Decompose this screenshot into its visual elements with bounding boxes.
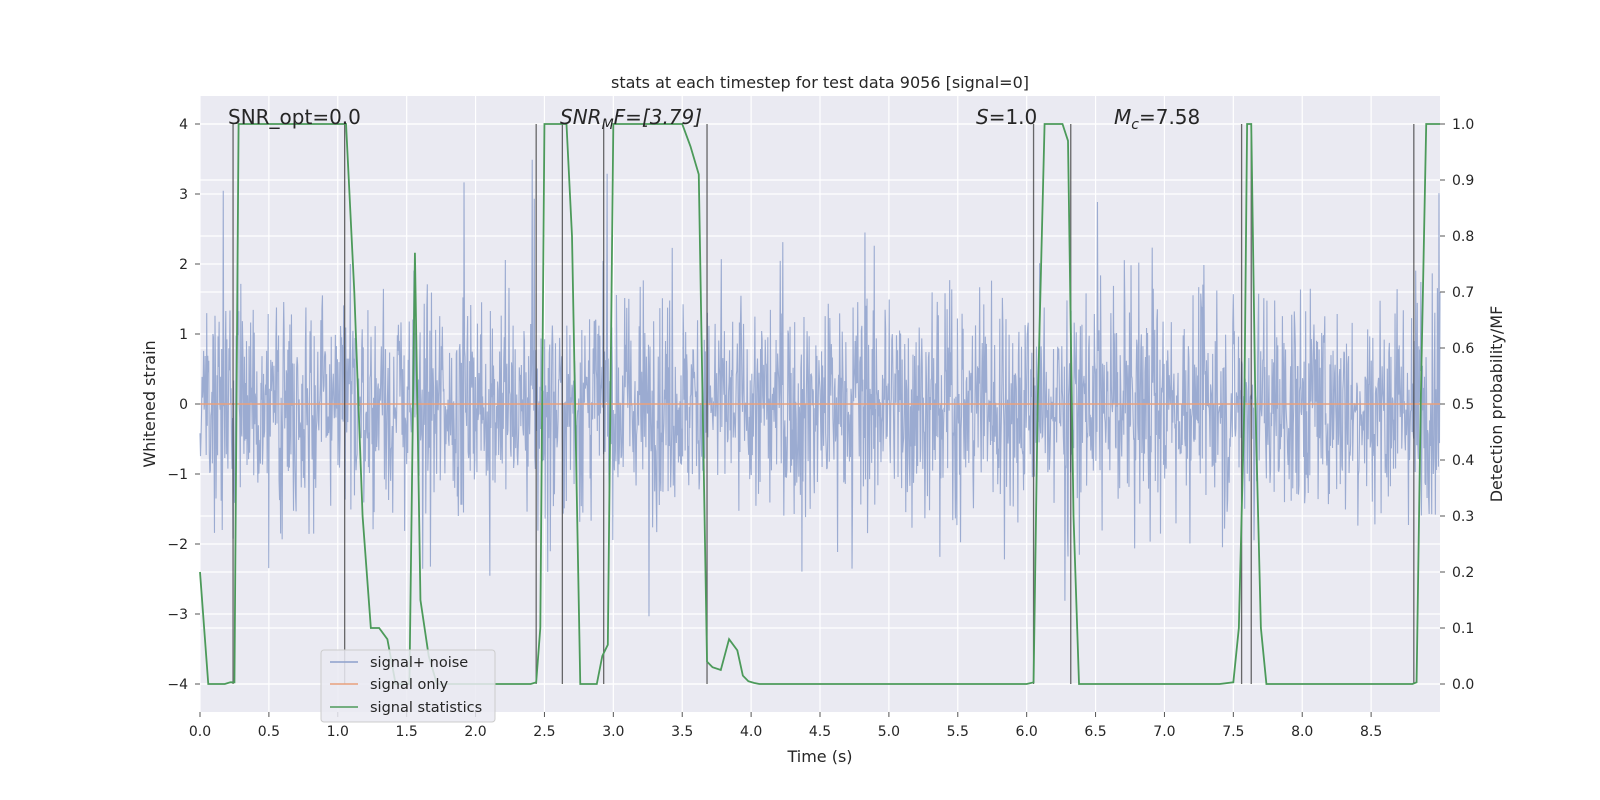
y-right-tick-label-9: 0.1: [1452, 621, 1474, 637]
annotation-s-value: =1.0: [989, 105, 1038, 129]
legend-label-signal-noise: signal+ noise: [370, 655, 468, 671]
y-right-tick-label-1: 0.9: [1452, 173, 1474, 189]
annotation-snr-mf-base: SNR: [560, 105, 602, 129]
y-axis-right-ticks: 1.0 0.9 0.8 0.7 0.6 0.5 0.4 0.3 0.2 0.1 0.0: [1440, 117, 1474, 693]
series-signal-noise: [199, 159, 1441, 617]
x-tick-label-8: 4.0: [740, 724, 762, 740]
x-axis-ticks: 0.0 0.5 1.0 1.5 2.0 2.5 3.0 3.5 4.0 4.5 5.0 5.5 6.0 6…: [189, 712, 1382, 740]
y-left-tick-label-1: 3: [179, 187, 188, 203]
signal-noise-line: [199, 159, 1441, 617]
annotation-snr-mf-subscript: M: [602, 117, 614, 133]
y-left-tick-label-2: 2: [179, 257, 188, 273]
x-tick-label-15: 7.5: [1222, 724, 1244, 740]
annotation-mc-value: =7.58: [1139, 105, 1200, 129]
x-tick-label-16: 8.0: [1291, 724, 1313, 740]
y-left-tick-label-4: 0: [179, 397, 188, 413]
annotation-mc-subscript: c: [1131, 117, 1139, 133]
x-tick-label-1: 0.5: [258, 724, 280, 740]
annotation-mc-symbol: M: [1114, 105, 1131, 129]
x-tick-label-9: 4.5: [809, 724, 831, 740]
x-tick-label-5: 2.5: [533, 724, 555, 740]
y-right-tick-label-6: 0.4: [1452, 453, 1474, 469]
y-left-tick-label-0: 4: [179, 117, 188, 133]
legend: signal+ noise signal only signal statist…: [320, 649, 496, 723]
x-tick-label-13: 6.5: [1084, 724, 1106, 740]
y-axis-left-ticks: 4 3 2 1 0 −1 −2 −3 −4: [167, 117, 200, 693]
annotation-s: S=1.0: [976, 105, 1037, 129]
y-left-tick-label-3: 1: [179, 327, 188, 343]
annotation-snr-mf-value: F=[3.79]: [614, 105, 702, 129]
x-tick-label-3: 1.5: [396, 724, 418, 740]
x-tick-label-14: 7.0: [1153, 724, 1175, 740]
x-tick-label-17: 8.5: [1360, 724, 1382, 740]
vertical-markers: [232, 124, 1415, 684]
y-right-tick-label-10: 0.0: [1452, 677, 1474, 693]
legend-label-signal-only: signal only: [370, 677, 449, 693]
y-left-tick-label-5: −1: [167, 467, 188, 483]
signal-statistics-line: [199, 123, 1440, 685]
y-left-tick-label-6: −2: [167, 537, 188, 553]
x-tick-label-11: 5.5: [947, 724, 969, 740]
legend-label-signal-statistics: signal statistics: [370, 700, 482, 716]
x-tick-label-0: 0.0: [189, 724, 211, 740]
y-axis-right-label: Detection probability/MF: [1487, 306, 1506, 503]
y-right-tick-label-7: 0.3: [1452, 509, 1474, 525]
y-right-tick-label-2: 0.8: [1452, 229, 1474, 245]
annotation-mc: Mc=7.58: [1114, 105, 1200, 133]
annotation-s-symbol: S: [976, 105, 989, 129]
x-tick-label-7: 3.5: [671, 724, 693, 740]
annotation-snr-opt: SNR_opt=0.0: [228, 105, 361, 129]
x-tick-label-6: 3.0: [602, 724, 624, 740]
y-right-tick-label-0: 1.0: [1452, 117, 1474, 133]
annotation-snr-mf: SNRMF=[3.79]: [560, 105, 702, 133]
y-right-tick-label-5: 0.5: [1452, 397, 1474, 413]
x-tick-label-12: 6.0: [1016, 724, 1038, 740]
chart-title: stats at each timestep for test data 905…: [611, 73, 1029, 92]
y-axis-left-label: Whitened strain: [140, 340, 159, 467]
legend-box: [320, 649, 496, 723]
y-right-tick-label-4: 0.6: [1452, 341, 1474, 357]
y-left-tick-label-7: −3: [167, 607, 188, 623]
x-axis-label: Time (s): [786, 747, 852, 766]
y-left-tick-label-8: −4: [167, 677, 188, 693]
y-right-tick-label-3: 0.7: [1452, 285, 1474, 301]
series-signal-statistics: [199, 123, 1440, 685]
x-tick-label-4: 2.0: [464, 724, 486, 740]
y-right-tick-label-8: 0.2: [1452, 565, 1474, 581]
x-tick-label-10: 5.0: [878, 724, 900, 740]
x-tick-label-2: 1.0: [327, 724, 349, 740]
